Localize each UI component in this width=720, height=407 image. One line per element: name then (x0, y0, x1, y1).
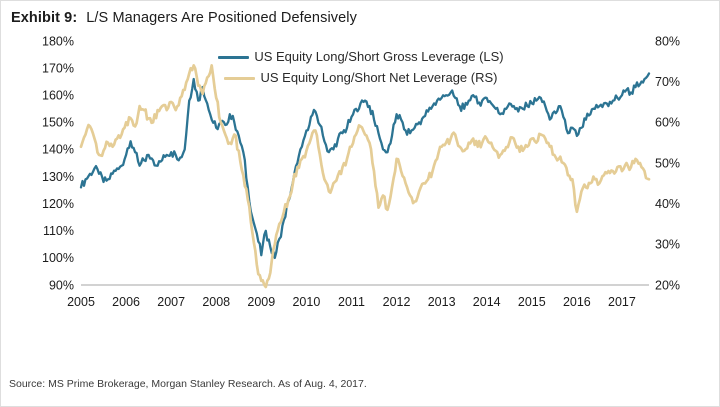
x-axis-tick-label: 2005 (67, 295, 95, 309)
net-leverage-line (79, 64, 651, 289)
exhibit-title-text: L/S Managers Are Positioned Defensively (86, 10, 357, 26)
x-axis-tick-label: 2009 (247, 295, 275, 309)
right-axis-tick-label: 60% (655, 116, 680, 130)
x-axis-tick-label: 2008 (202, 295, 230, 309)
x-axis-tick-label: 2012 (383, 295, 411, 309)
right-axis-tick-label: 80% (655, 34, 680, 48)
x-axis-tick-label: 2011 (338, 295, 365, 309)
right-axis-tick-label: 20% (655, 278, 680, 292)
legend-item-gross: US Equity Long/Short Gross Leverage (LS) (218, 48, 504, 66)
legend-label-net: US Equity Long/Short Net Leverage (RS) (260, 70, 498, 85)
gross-leverage-line (79, 72, 651, 260)
left-axis-tick-label: 110% (43, 224, 74, 238)
legend-item-net: US Equity Long/Short Net Leverage (RS) (224, 69, 498, 87)
left-axis-tick-label: 160% (42, 89, 74, 103)
right-axis-tick-label: 30% (655, 238, 680, 252)
left-axis-tick-label: 180% (42, 34, 74, 48)
right-axis-tick-label: 50% (655, 156, 680, 170)
right-axis-tick-label: 70% (655, 75, 680, 89)
left-axis-tick-label: 170% (42, 61, 74, 75)
left-axis-tick-label: 140% (42, 143, 74, 157)
left-axis-tick-label: 120% (42, 197, 74, 211)
x-axis-tick-label: 2013 (428, 295, 456, 309)
leverage-chart: 180% 170% 160% 150% 140% 130% 120% 110% 100% 90% 8… (42, 34, 680, 309)
x-axis-tick-label: 2007 (157, 295, 185, 309)
source-note: Source: MS Prime Brokerage, Morgan Stanl… (9, 378, 367, 390)
left-axis-tick-label: 150% (42, 116, 74, 130)
right-axis-tick-label: 40% (655, 197, 680, 211)
x-axis-tick-label: 2016 (563, 295, 591, 309)
net-leverage-swatch (224, 76, 256, 80)
left-axis-tick-label: 130% (42, 170, 74, 184)
x-axis-tick-label: 2015 (518, 295, 546, 309)
page-title: Exhibit 9: L/S Managers Are Positioned De… (11, 10, 357, 26)
x-axis-tick-label: 2014 (473, 295, 501, 309)
chart-legend: US Equity Long/Short Gross Leverage (LS)… (161, 48, 561, 87)
x-axis-tick-label: 2017 (608, 295, 636, 309)
legend-label-gross: US Equity Long/Short Gross Leverage (LS) (254, 49, 504, 64)
x-axis-tick-label: 2010 (292, 295, 320, 309)
left-axis-tick-label: 90% (49, 278, 74, 292)
exhibit-number: Exhibit 9: (11, 10, 78, 26)
x-axis-tick-label: 2006 (112, 295, 140, 309)
gross-leverage-swatch (218, 55, 250, 59)
left-axis-tick-label: 100% (42, 251, 74, 265)
